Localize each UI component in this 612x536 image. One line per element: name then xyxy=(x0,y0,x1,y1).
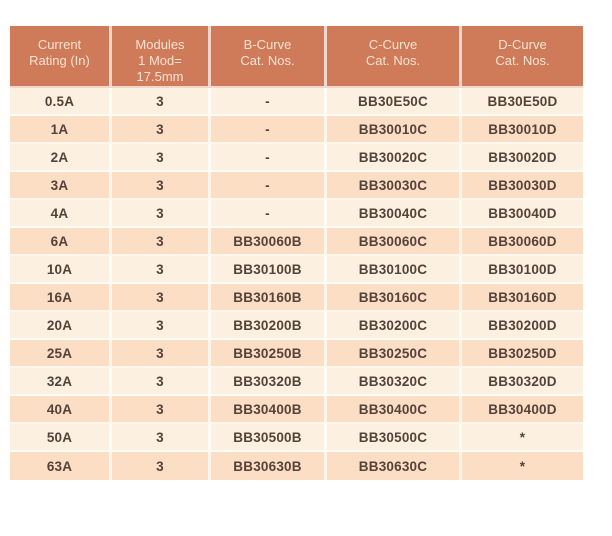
cell-d-curve: BB30020D xyxy=(462,144,583,172)
cell-modules: 3 xyxy=(112,368,211,396)
cell-b-curve: - xyxy=(211,144,327,172)
cell-current-rating: 1A xyxy=(10,116,112,144)
cell-c-curve: BB30320C xyxy=(327,368,462,396)
table-row: 1A 3- BB30010C BB30010D xyxy=(10,116,583,144)
table-row: 2A 3- BB30020C BB30020D xyxy=(10,144,583,172)
cell-b-curve: - xyxy=(211,200,327,228)
cell-c-curve: BB30030C xyxy=(327,172,462,200)
cell-c-curve: BB30100C xyxy=(327,256,462,284)
cell-c-curve: BB30160C xyxy=(327,284,462,312)
cell-modules: 3 xyxy=(112,228,211,256)
cell-d-curve: BB30060D xyxy=(462,228,583,256)
cell-current-rating: 2A xyxy=(10,144,112,172)
cell-current-rating: 40A xyxy=(10,396,112,424)
cell-d-curve: BB30040D xyxy=(462,200,583,228)
table-row: 0.5A 3- BB30E50C BB30E50D xyxy=(10,88,583,116)
cell-b-curve: BB30400B xyxy=(211,396,327,424)
cell-d-curve: BB30100D xyxy=(462,256,583,284)
cell-modules: 3 xyxy=(112,312,211,340)
table-row: 25A 3 BB30250B BB30250C BB30250D xyxy=(10,340,583,368)
cell-d-curve: BB30E50D xyxy=(462,88,583,116)
cell-modules: 3 xyxy=(112,396,211,424)
table-header: Current Rating (In) Modules 1 Mod= 17.5m… xyxy=(10,26,583,88)
cell-c-curve: BB30250C xyxy=(327,340,462,368)
table-row: 6A 3 BB30060B BB30060C BB30060D xyxy=(10,228,583,256)
cell-d-curve: BB30400D xyxy=(462,396,583,424)
cell-current-rating: 0.5A xyxy=(10,88,112,116)
cell-current-rating: 63A xyxy=(10,452,112,480)
cell-c-curve: BB30060C xyxy=(327,228,462,256)
cell-modules: 3 xyxy=(112,340,211,368)
cell-d-curve: * xyxy=(462,424,583,452)
cell-d-curve: BB30200D xyxy=(462,312,583,340)
cell-d-curve: BB30160D xyxy=(462,284,583,312)
cell-d-curve: BB30010D xyxy=(462,116,583,144)
cell-modules: 3 xyxy=(112,256,211,284)
cell-modules: 3 xyxy=(112,452,211,480)
table-row: 10A 3 BB30100B BB30100C BB30100D xyxy=(10,256,583,284)
table-body: 0.5A 3- BB30E50C BB30E50D 1A 3- BB30010C BB3001… xyxy=(10,88,583,480)
table-row: 50A 3 BB30500B BB30500C * xyxy=(10,424,583,452)
cell-b-curve: BB30200B xyxy=(211,312,327,340)
cell-current-rating: 6A xyxy=(10,228,112,256)
header-modules: Modules 1 Mod= 17.5mm xyxy=(112,26,211,88)
table-row: 32A 3 BB30320B BB30320C BB30320D xyxy=(10,368,583,396)
cell-current-rating: 50A xyxy=(10,424,112,452)
cell-b-curve: BB30250B xyxy=(211,340,327,368)
header-c-curve: C-Curve Cat. Nos. xyxy=(327,26,462,88)
cell-modules: 3 xyxy=(112,200,211,228)
cell-b-curve: BB30100B xyxy=(211,256,327,284)
header-current-rating: Current Rating (In) xyxy=(10,26,112,88)
cell-modules: 3 xyxy=(112,88,211,116)
cell-current-rating: 25A xyxy=(10,340,112,368)
cell-b-curve: - xyxy=(211,172,327,200)
cell-current-rating: 10A xyxy=(10,256,112,284)
cell-c-curve: BB30630C xyxy=(327,452,462,480)
cell-b-curve: - xyxy=(211,116,327,144)
cell-modules: 3 xyxy=(112,116,211,144)
cell-b-curve: BB30060B xyxy=(211,228,327,256)
cell-c-curve: BB30020C xyxy=(327,144,462,172)
mcb-ratings-table: Current Rating (In) Modules 1 Mod= 17.5m… xyxy=(10,26,583,480)
cell-c-curve: BB30500C xyxy=(327,424,462,452)
cell-b-curve: BB30500B xyxy=(211,424,327,452)
cell-b-curve: BB30630B xyxy=(211,452,327,480)
cell-d-curve: * xyxy=(462,452,583,480)
cell-c-curve: BB30040C xyxy=(327,200,462,228)
cell-modules: 3 xyxy=(112,172,211,200)
cell-c-curve: BB30400C xyxy=(327,396,462,424)
header-b-curve: B-Curve Cat. Nos. xyxy=(211,26,327,88)
table-row: 20A 3 BB30200B BB30200C BB30200D xyxy=(10,312,583,340)
header-d-curve: D-Curve Cat. Nos. xyxy=(462,26,583,88)
cell-d-curve: BB30030D xyxy=(462,172,583,200)
cell-b-curve: BB30320B xyxy=(211,368,327,396)
cell-current-rating: 20A xyxy=(10,312,112,340)
table-row: 63A 3 BB30630B BB30630C * xyxy=(10,452,583,480)
cell-current-rating: 16A xyxy=(10,284,112,312)
cell-modules: 3 xyxy=(112,424,211,452)
cell-c-curve: BB30200C xyxy=(327,312,462,340)
cell-current-rating: 32A xyxy=(10,368,112,396)
cell-b-curve: - xyxy=(211,88,327,116)
table-row: 40A 3 BB30400B BB30400C BB30400D xyxy=(10,396,583,424)
cell-d-curve: BB30250D xyxy=(462,340,583,368)
cell-d-curve: BB30320D xyxy=(462,368,583,396)
cell-b-curve: BB30160B xyxy=(211,284,327,312)
cell-current-rating: 4A xyxy=(10,200,112,228)
table-row: 16A 3 BB30160B BB30160C BB30160D xyxy=(10,284,583,312)
table-row: 3A 3- BB30030C BB30030D xyxy=(10,172,583,200)
cell-current-rating: 3A xyxy=(10,172,112,200)
cell-modules: 3 xyxy=(112,144,211,172)
cell-modules: 3 xyxy=(112,284,211,312)
cell-c-curve: BB30E50C xyxy=(327,88,462,116)
cell-c-curve: BB30010C xyxy=(327,116,462,144)
table-row: 4A 3- BB30040C BB30040D xyxy=(10,200,583,228)
header-row: Current Rating (In) Modules 1 Mod= 17.5m… xyxy=(10,26,583,88)
